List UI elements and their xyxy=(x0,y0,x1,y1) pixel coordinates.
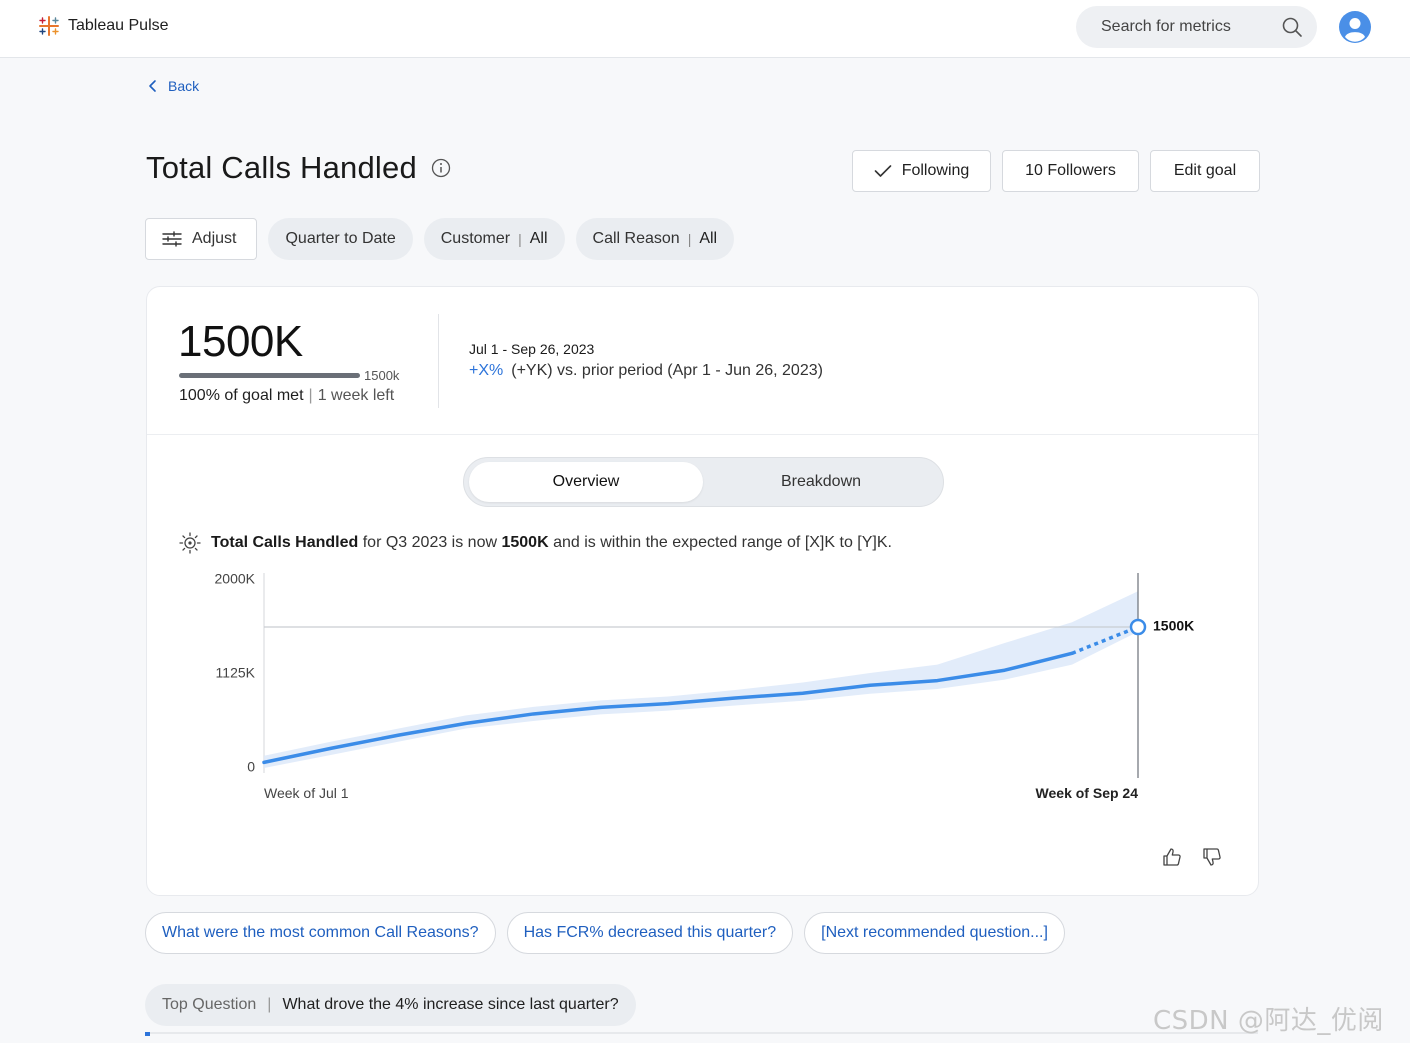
app-title: Tableau Pulse xyxy=(68,17,169,34)
user-avatar-icon[interactable] xyxy=(1339,11,1371,43)
y-tick-label: 2000K xyxy=(215,573,256,587)
period-label: Jul 1 - Sep 26, 2023 xyxy=(469,341,595,357)
question-chip[interactable]: [Next recommended question...] xyxy=(804,912,1065,954)
y-tick-label: 1125K xyxy=(216,665,256,681)
lightbulb-icon xyxy=(179,532,201,554)
insight-post: and is within the expected range of [X]K… xyxy=(553,534,892,551)
search-input[interactable]: Search for metrics xyxy=(1076,6,1317,48)
search-icon[interactable] xyxy=(1281,16,1303,38)
call-reason-filter-value: All xyxy=(699,230,718,247)
end-data-point xyxy=(1129,618,1147,636)
goal-progress-bar xyxy=(179,373,360,378)
top-question-chip[interactable]: Top Question | What drove the 4% increas… xyxy=(145,984,636,1026)
page-title: Total Calls Handled xyxy=(146,150,417,185)
question-chip[interactable]: Has FCR% decreased this quarter? xyxy=(506,912,794,954)
time-left-text: 1 week left xyxy=(317,387,395,404)
series-line-actual xyxy=(262,651,1074,765)
thumbs-down-icon[interactable] xyxy=(1202,847,1222,867)
divider xyxy=(438,314,439,408)
edit-goal-button[interactable]: Edit goal xyxy=(1150,150,1260,192)
tab-overview[interactable]: Overview xyxy=(469,462,703,502)
followers-label: 10 Followers xyxy=(1025,162,1116,179)
thumbs-up-icon[interactable] xyxy=(1162,847,1182,867)
customer-filter-label: Customer xyxy=(440,230,511,247)
page-header: Total Calls Handled xyxy=(146,150,451,186)
expected-range-band xyxy=(264,591,1138,768)
goal-target-label: 1500k xyxy=(364,368,400,383)
change-text: (+YK) vs. prior period (Apr 1 - Jun 26, … xyxy=(511,362,823,379)
call-reason-filter-label: Call Reason xyxy=(592,230,680,247)
chevron-left-icon xyxy=(149,80,156,92)
section-divider xyxy=(145,1032,1258,1036)
question-chip[interactable]: What were the most common Call Reasons? xyxy=(145,912,496,954)
following-button[interactable]: Following xyxy=(852,150,991,192)
followers-button[interactable]: 10 Followers xyxy=(1002,150,1139,192)
kpi-value: 1500K xyxy=(178,317,303,366)
sliders-icon xyxy=(162,231,182,247)
insight-metric: Total Calls Handled xyxy=(211,534,359,551)
metric-card: 1500K 1500k 100% of goal met | 1 week left… xyxy=(146,286,1259,896)
following-label: Following xyxy=(901,162,970,179)
customer-filter-chip[interactable]: Customer | All xyxy=(423,218,565,260)
x-end-label: Week of Sep 24 xyxy=(1036,785,1139,801)
metric-actions: Following 10 Followers Edit goal xyxy=(852,150,1260,192)
y-tick-label: 0 xyxy=(247,759,255,775)
x-start-label: Week of Jul 1 xyxy=(264,785,349,801)
top-question-label: Top Question xyxy=(162,996,257,1013)
period-comparison: +X% (+YK) vs. prior period (Apr 1 - Jun 2… xyxy=(469,362,823,380)
app-brand[interactable]: Tableau Pulse xyxy=(38,15,169,37)
edit-goal-label: Edit goal xyxy=(1173,162,1237,179)
end-value-label: 1500K xyxy=(1153,618,1194,634)
insight-pre: for Q3 2023 is now xyxy=(362,534,498,551)
tableau-logo-icon xyxy=(39,16,59,36)
divider xyxy=(147,434,1258,435)
check-icon xyxy=(874,165,892,177)
adjust-label: Adjust xyxy=(192,230,237,247)
change-percent: +X% xyxy=(469,362,504,379)
info-icon[interactable] xyxy=(431,158,451,178)
filter-bar: Adjust Quarter to Date Customer | All Ca… xyxy=(145,218,735,260)
feedback-controls xyxy=(1162,847,1222,867)
watermark: CSDN @阿达_优阅达 xyxy=(1153,1006,1384,1036)
metric-line-chart: 2000K 1125K 0 Week of Jul 1 Week of Sep … xyxy=(215,573,1194,801)
view-toggle: Overview Breakdown xyxy=(463,457,944,507)
back-link[interactable]: Back xyxy=(148,78,199,94)
adjust-button[interactable]: Adjust xyxy=(145,218,258,260)
search-placeholder: Search for metrics xyxy=(1101,18,1231,35)
goal-met-text: 100% of goal met xyxy=(179,387,304,404)
series-line-projected xyxy=(1071,625,1139,655)
tab-breakdown[interactable]: Breakdown xyxy=(780,473,862,490)
time-filter-chip[interactable]: Quarter to Date xyxy=(268,218,413,260)
top-bar: Tableau Pulse Search for metrics xyxy=(0,0,1410,58)
call-reason-filter-chip[interactable]: Call Reason | All xyxy=(575,218,735,260)
back-label: Back xyxy=(168,78,200,94)
insight-value: 1500K xyxy=(501,534,549,551)
top-question-text: What drove the 4% increase since last qu… xyxy=(282,996,619,1013)
customer-filter-value: All xyxy=(529,230,548,247)
suggested-questions: What were the most common Call Reasons? … xyxy=(145,912,1065,954)
insight-summary: Total Calls Handled for Q3 2023 is now 1… xyxy=(179,532,892,554)
goal-status: 100% of goal met | 1 week left xyxy=(179,387,395,404)
time-filter-label: Quarter to Date xyxy=(285,230,396,247)
